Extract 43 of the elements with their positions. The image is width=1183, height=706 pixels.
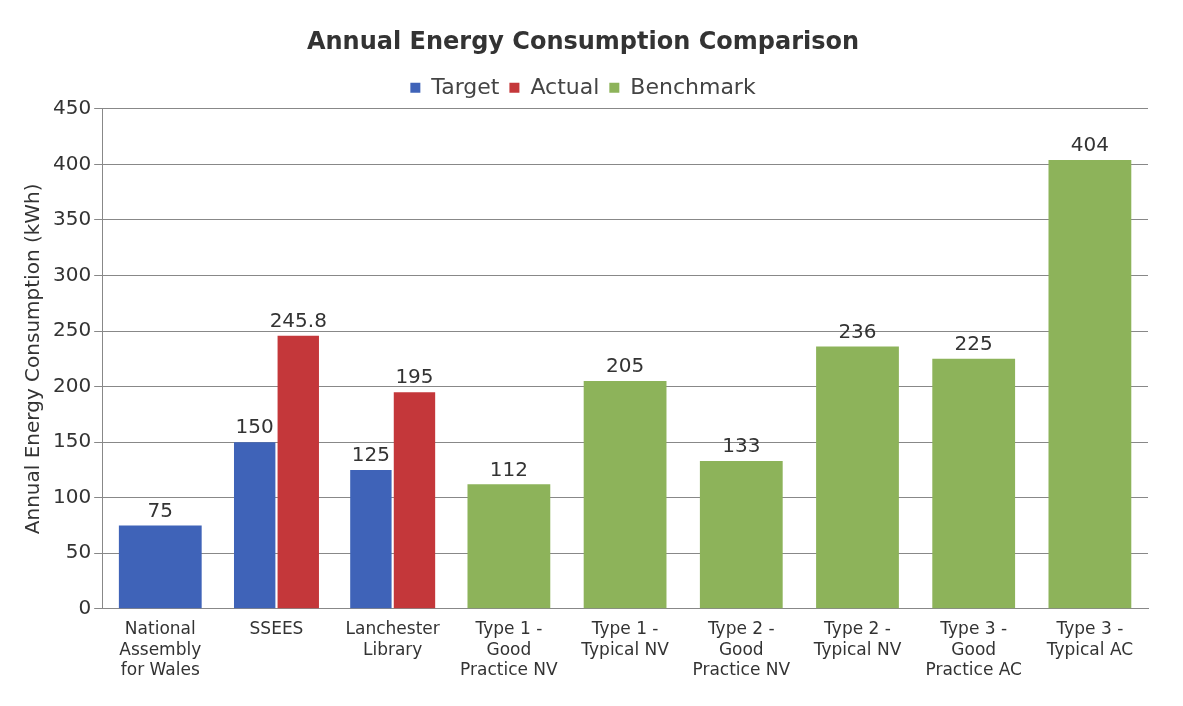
- data-label: 225: [954, 331, 993, 355]
- legend-label: Target: [430, 73, 500, 99]
- data-label: 75: [147, 497, 173, 522]
- data-label: 150: [235, 414, 274, 439]
- bar: [467, 484, 551, 609]
- x-tick-label: Type 2 - Typical NV: [812, 618, 902, 659]
- data-label: 195: [395, 364, 434, 389]
- legend-label: Actual: [530, 73, 600, 99]
- bar: [233, 442, 276, 609]
- legend-label: Benchmark: [630, 73, 756, 99]
- y-tick-label: 150: [52, 428, 92, 453]
- y-tick-label: 250: [52, 317, 92, 342]
- bar: [816, 346, 899, 609]
- x-tick-label: Type 2 - Good Practice NV: [692, 618, 791, 680]
- y-tick-label: 400: [52, 150, 92, 175]
- bar: [350, 469, 392, 609]
- bar: [583, 381, 667, 609]
- y-tick-label: 100: [52, 483, 92, 508]
- bar: [1048, 159, 1132, 609]
- y-tick-label: 0: [78, 595, 92, 619]
- y-tick-label: 200: [52, 372, 92, 397]
- data-label: 404: [1070, 132, 1109, 157]
- bar: [393, 392, 436, 609]
- y-tick-label: 350: [52, 206, 92, 231]
- bar: [277, 335, 319, 609]
- data-label: 112: [489, 456, 528, 481]
- x-tick-label: National Assembly for Wales: [119, 618, 202, 680]
- bar: [932, 358, 1016, 609]
- x-tick-label: Type 1 - Good Practice NV: [460, 618, 559, 680]
- data-label: 245.8: [269, 307, 327, 332]
- x-tick-label: Type 1 - Typical NV: [580, 618, 670, 659]
- y-axis-title: Annual Energy Consumption (kWh): [20, 183, 45, 535]
- x-tick-label: Type 3 - Typical AC: [1045, 618, 1134, 659]
- data-label: 125: [351, 442, 390, 467]
- y-tick-label: 450: [52, 95, 92, 119]
- chart-title: Annual Energy Consumption Comparison: [306, 26, 860, 55]
- x-tick-label: Type 3 - Good Practice AC: [925, 618, 1022, 680]
- bar: [699, 461, 783, 609]
- y-tick-label: 50: [65, 539, 92, 564]
- data-label: 205: [605, 353, 645, 378]
- x-tick-label: Lanchester Library: [345, 618, 440, 659]
- x-tick-label: SSEES: [249, 618, 304, 639]
- y-tick-label: 300: [52, 261, 92, 286]
